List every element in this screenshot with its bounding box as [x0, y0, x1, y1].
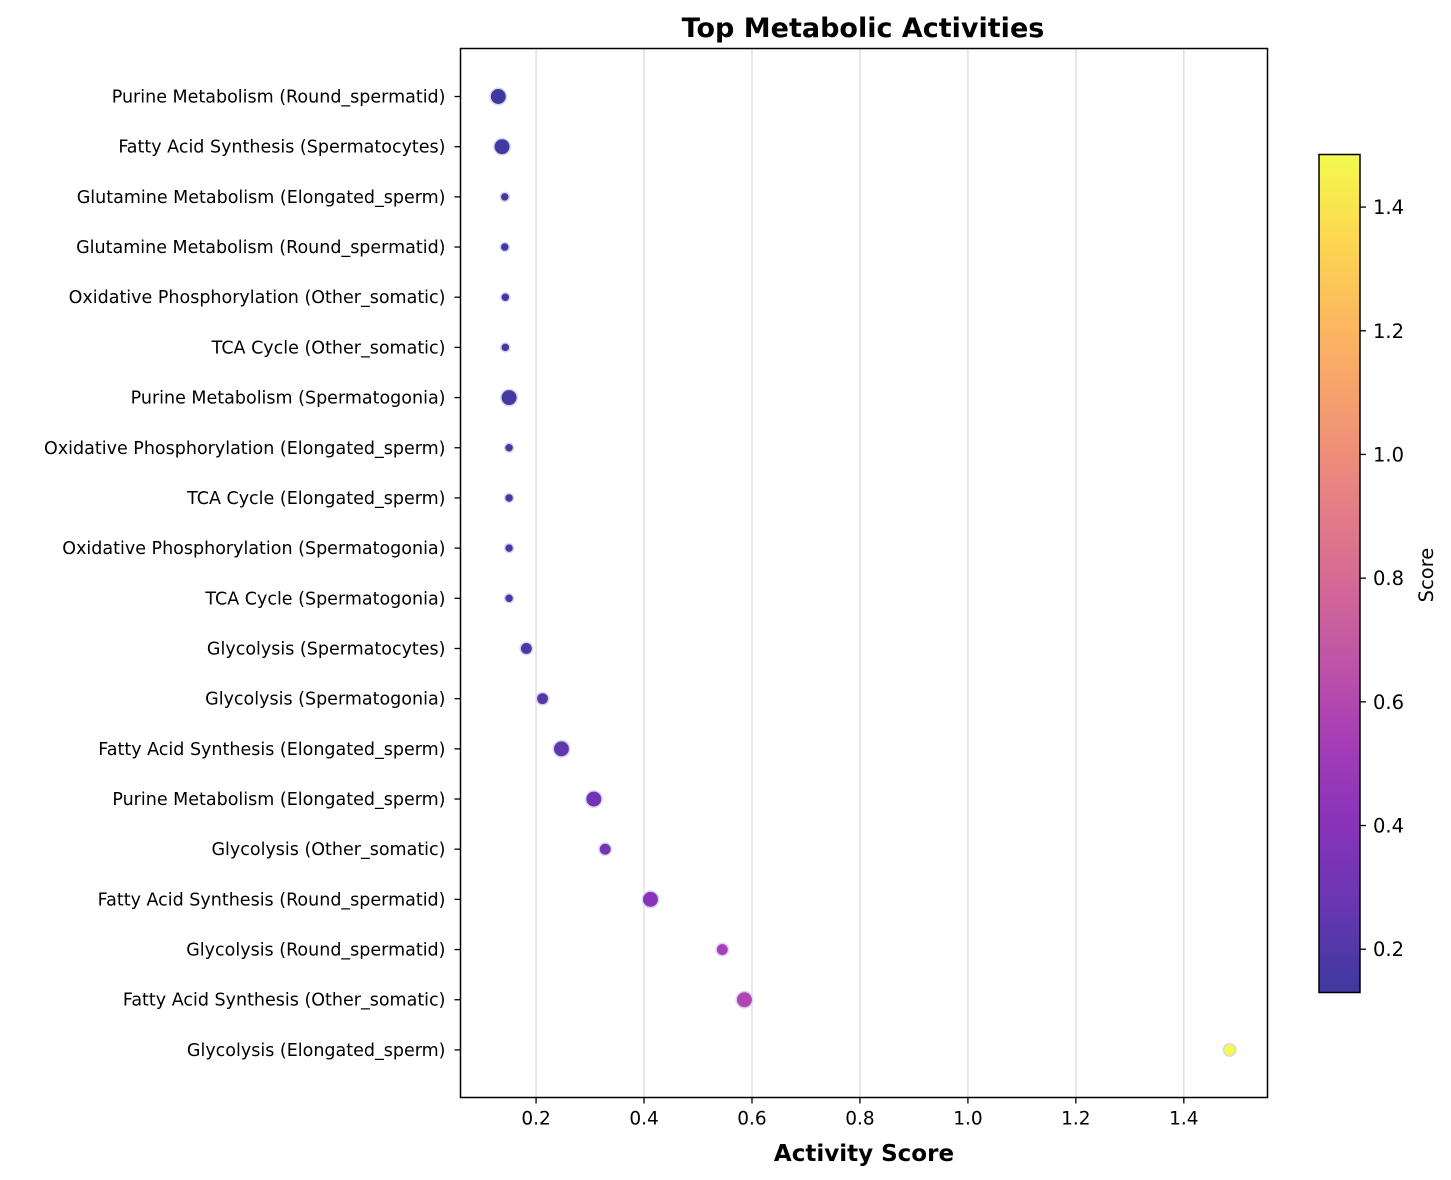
data-point [489, 87, 508, 106]
data-point [499, 241, 511, 253]
y-tick-label: Glycolysis (Round_spermatid) [186, 941, 445, 961]
colorbar-tick-label: 0.2 [1373, 938, 1404, 961]
plot-frame [459, 47, 1269, 1099]
y-tick-label: Fatty Acid Synthesis (Other_somatic) [123, 991, 446, 1011]
y-tick-label: Glycolysis (Other_somatic) [211, 840, 445, 860]
colorbar-tick-label: 0.6 [1373, 691, 1404, 714]
data-point [500, 291, 511, 303]
y-tick-label: Fatty Acid Synthesis (Round_spermatid) [98, 890, 446, 910]
data-point [500, 342, 511, 353]
x-tick-label: 0.2 [521, 1109, 550, 1130]
x-axis: 0.2 0.4 0.6 0.8 1.0 1.2 1.4 [521, 1097, 1199, 1130]
data-points [489, 87, 1237, 1057]
x-tick-label: 0.8 [845, 1109, 874, 1130]
y-tick-label: Glycolysis (Spermatocytes) [207, 639, 446, 659]
data-point [584, 790, 603, 808]
colorbar-tick-label: 1.0 [1373, 443, 1404, 466]
data-point [641, 890, 660, 909]
y-tick-label: Glycolysis (Spermatogonia) [205, 690, 445, 710]
colorbar [1319, 154, 1360, 993]
data-point [735, 990, 754, 1009]
y-tick-label: Oxidative Phosphorylation (Elongated_spe… [44, 439, 445, 459]
x-tick-label: 0.4 [629, 1109, 658, 1130]
y-tick-label: TCA Cycle (Elongated_sperm) [186, 489, 445, 509]
data-point [503, 593, 515, 604]
colorbar-tick-label: 0.4 [1373, 815, 1404, 838]
x-tick-label: 1.4 [1169, 1109, 1198, 1130]
data-point [503, 542, 515, 554]
y-tick-label: Glycolysis (Elongated_sperm) [187, 1041, 446, 1061]
colorbar-frame [1318, 153, 1361, 994]
data-point [598, 842, 613, 857]
data-point [535, 691, 550, 706]
y-tick-label: Oxidative Phosphorylation (Spermatogonia… [62, 539, 445, 559]
y-tick-label: Oxidative Phosphorylation (Other_somatic… [69, 288, 446, 308]
data-point [493, 137, 512, 156]
y-axis: Purine Metabolism (Round_spermatid) Fatty… [44, 88, 461, 1061]
colorbar-tick-label: 1.2 [1373, 320, 1404, 343]
y-tick-label: Fatty Acid Synthesis (Spermatocytes) [118, 138, 445, 158]
grid-lines [535, 48, 1185, 1098]
y-tick-label: Glutamine Metabolism (Round_spermatid) [76, 238, 445, 258]
data-point [715, 942, 730, 957]
data-point [552, 739, 571, 758]
colorbar-axis: 0.2 0.4 0.6 0.8 1.0 1.2 1.4 [1360, 196, 1404, 961]
x-tick-label: 0.6 [737, 1109, 766, 1130]
y-tick-label: Purine Metabolism (Round_spermatid) [112, 88, 446, 108]
x-tick-label: 1.2 [1061, 1109, 1090, 1130]
x-axis-label: Activity Score [774, 1141, 954, 1167]
colorbar-label: Score [1415, 548, 1438, 603]
y-tick-label: Glutamine Metabolism (Elongated_sperm) [77, 188, 446, 208]
y-tick-label: TCA Cycle (Other_somatic) [211, 338, 446, 358]
data-point [503, 492, 515, 504]
data-point [499, 191, 511, 203]
y-tick-label: TCA Cycle (Spermatogonia) [204, 589, 445, 609]
y-tick-label: Fatty Acid Synthesis (Elongated_sperm) [98, 740, 445, 760]
data-point [1222, 1042, 1237, 1057]
colorbar-tick-label: 0.8 [1373, 567, 1404, 590]
colorbar-tick-label: 1.4 [1373, 196, 1404, 219]
chart-title: Top Metabolic Activities [682, 13, 1045, 44]
data-point [519, 641, 534, 656]
data-point [500, 388, 519, 407]
y-tick-label: Purine Metabolism (Spermatogonia) [131, 389, 446, 409]
data-point [503, 442, 515, 454]
y-tick-label: Purine Metabolism (Elongated_sperm) [112, 790, 445, 810]
x-tick-label: 1.0 [953, 1109, 982, 1130]
